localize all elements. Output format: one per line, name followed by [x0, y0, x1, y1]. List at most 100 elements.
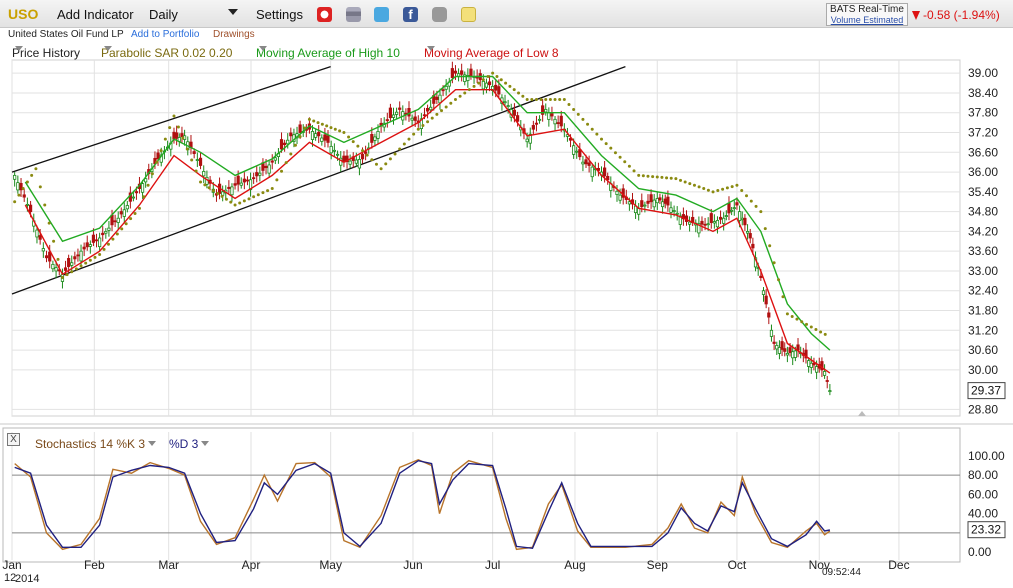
legend-stoch-d[interactable]: %D 3 — [169, 437, 210, 451]
psar-dot — [745, 194, 749, 198]
close-indicator-button[interactable]: X — [7, 433, 20, 446]
psar-dot — [688, 182, 692, 186]
chevron-down-icon[interactable] — [228, 9, 238, 15]
candle-body — [487, 81, 492, 86]
candle-body — [326, 135, 330, 143]
candle-body — [116, 217, 120, 223]
candle-body — [820, 361, 824, 371]
psar-dot — [351, 140, 355, 144]
psar-dot — [665, 176, 669, 180]
candle-body — [407, 107, 411, 117]
candle-body — [419, 118, 423, 130]
candle-body — [367, 147, 371, 150]
x-tick-label: Apr — [242, 558, 261, 572]
psar-dot — [749, 199, 753, 203]
price-tick-label: 39.00 — [968, 66, 998, 80]
camera-icon[interactable] — [432, 7, 447, 22]
candle-body — [255, 172, 259, 177]
candle-body — [335, 153, 340, 156]
candle-body — [131, 196, 135, 199]
facebook-icon[interactable]: f — [403, 7, 418, 22]
psar-dot — [47, 221, 51, 225]
candle-body — [606, 176, 610, 181]
psar-dot — [486, 74, 490, 78]
candle-body — [162, 150, 167, 153]
twitter-icon[interactable] — [374, 7, 389, 22]
psar-dot — [402, 142, 406, 146]
psar-dot — [325, 124, 329, 128]
psar-dot — [472, 84, 476, 88]
psar-dot — [106, 242, 110, 246]
candle-body — [621, 188, 625, 198]
psar-dot — [256, 193, 260, 197]
candle-body — [320, 137, 324, 142]
psar-dot — [211, 189, 215, 193]
timeframe-select[interactable]: Daily — [149, 7, 178, 22]
psar-dot — [740, 189, 744, 193]
add-to-portfolio-link[interactable]: Add to Portfolio — [131, 29, 200, 40]
psar-dot — [651, 175, 655, 179]
candle-body — [491, 85, 495, 91]
symbol-label[interactable]: USO — [8, 6, 39, 22]
candle-body — [603, 167, 607, 177]
candle-body — [137, 183, 142, 189]
add-indicator-button[interactable]: Add Indicator — [57, 7, 134, 22]
candle-body — [684, 215, 689, 222]
candle-body — [565, 134, 570, 137]
candle-body — [128, 192, 132, 202]
psar-dot — [190, 158, 194, 162]
candle-body — [339, 157, 343, 166]
timestamp: 09:52:44 — [822, 567, 861, 578]
psar-dot — [25, 180, 29, 184]
psar-dot — [43, 203, 47, 207]
trend-channel — [11, 65, 626, 295]
psar-dot — [70, 270, 74, 274]
settings-button[interactable]: Settings — [256, 7, 303, 22]
candle-body — [469, 68, 473, 77]
volume-estimated-link[interactable]: Volume Estimated — [830, 15, 904, 25]
candle-body — [57, 269, 61, 272]
candle-body — [764, 295, 768, 305]
alarm-clock-icon[interactable] — [317, 7, 332, 22]
psar-dot — [220, 194, 224, 198]
psar-dot — [293, 143, 297, 147]
psar-dot — [289, 152, 293, 156]
candle-body — [759, 275, 763, 278]
psar-dot — [393, 152, 397, 156]
stack-icon[interactable] — [346, 7, 361, 22]
stoch-last-box — [967, 521, 1006, 539]
candle-body — [376, 131, 380, 139]
candle-body — [578, 149, 582, 158]
psar-dot — [384, 162, 388, 166]
x-tick-label: Feb — [84, 558, 105, 572]
feed-label: BATS Real-Time — [830, 4, 904, 15]
data-feed-badge: BATS Real-Time Volume Estimated — [826, 3, 908, 26]
psar-dot — [316, 121, 320, 125]
candle-body — [658, 197, 662, 201]
stoch-tick-label: 100.00 — [968, 449, 1005, 463]
price-tick-label: 33.00 — [968, 264, 998, 278]
candle-body — [107, 227, 111, 231]
drawings-link[interactable]: Drawings — [213, 29, 255, 40]
candle-body — [660, 201, 665, 208]
candle-body — [298, 124, 302, 133]
psar-dot — [763, 227, 767, 231]
psar-dot — [298, 135, 302, 139]
candle-body — [627, 201, 631, 205]
psar-dot — [320, 122, 324, 126]
candle-body — [416, 120, 420, 124]
psar-dot — [504, 81, 508, 85]
legend-stoch-k[interactable]: Stochastics 14 %K 3 — [35, 437, 157, 451]
x-tick-label: Jan — [2, 558, 21, 572]
candle-body — [743, 217, 747, 226]
psar-dot — [388, 157, 392, 161]
psar-dot — [499, 78, 503, 82]
candle-body — [669, 207, 673, 213]
candle-body — [273, 157, 277, 161]
fund-name: United States Oil Fund LP — [8, 29, 124, 40]
note-icon[interactable] — [461, 7, 476, 22]
psar-dot — [491, 71, 495, 75]
candles — [13, 61, 832, 396]
candle-body — [722, 217, 726, 224]
psar-dot — [558, 98, 562, 102]
